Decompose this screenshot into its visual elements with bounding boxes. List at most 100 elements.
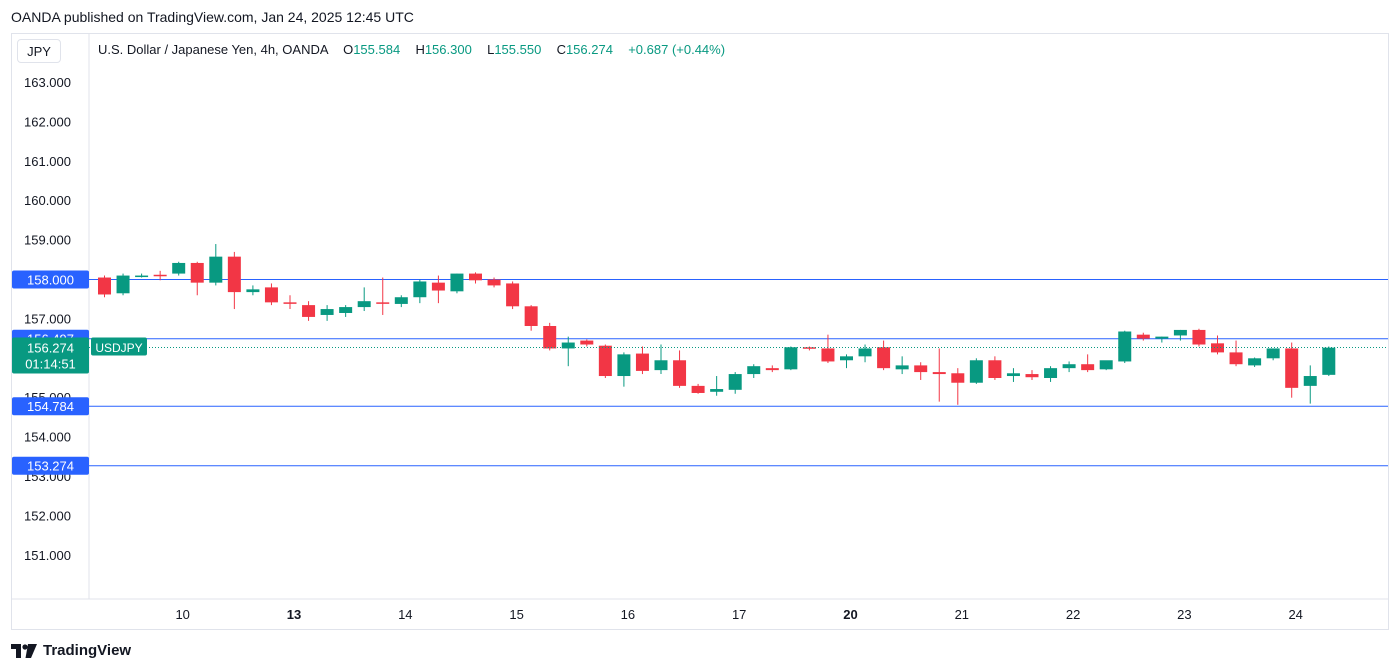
candle[interactable]	[487, 277, 501, 288]
candle[interactable]	[728, 372, 742, 394]
candle[interactable]	[394, 295, 408, 308]
candle[interactable]	[951, 368, 965, 405]
candle[interactable]	[302, 301, 316, 321]
high-label: H	[415, 42, 425, 57]
candle[interactable]	[320, 305, 334, 321]
candle[interactable]	[1285, 342, 1299, 398]
candle[interactable]	[1025, 370, 1039, 380]
candle[interactable]	[969, 358, 983, 384]
candle[interactable]	[877, 340, 891, 371]
candle[interactable]	[617, 352, 631, 387]
candle[interactable]	[784, 346, 798, 371]
candle[interactable]	[691, 383, 705, 394]
candle[interactable]	[1229, 340, 1243, 367]
candle[interactable]	[413, 279, 427, 304]
symbol-tag[interactable]: USDJPY	[91, 337, 147, 356]
candle[interactable]	[339, 305, 353, 317]
candle[interactable]	[227, 251, 241, 310]
candle[interactable]	[1081, 354, 1095, 373]
candle[interactable]	[246, 285, 260, 296]
candle[interactable]	[914, 362, 928, 380]
chart-panel[interactable]: 151.000152.000153.000154.000155.000156.0…	[11, 33, 1389, 630]
candle[interactable]	[1006, 368, 1020, 382]
candle-body	[895, 365, 909, 370]
level-price-label[interactable]: 153.274	[12, 456, 89, 475]
candle[interactable]	[673, 350, 687, 388]
level-price-label[interactable]: 154.784	[12, 397, 89, 416]
candle[interactable]	[1266, 348, 1280, 361]
candle[interactable]	[988, 356, 1002, 380]
candle[interactable]	[431, 275, 445, 304]
symbol-legend: U.S. Dollar / Japanese Yen, 4h, OANDA O1…	[98, 42, 725, 57]
candle-body	[784, 347, 798, 370]
candle[interactable]	[376, 277, 390, 315]
candle[interactable]	[1173, 329, 1187, 341]
time-tick-label: 16	[621, 607, 635, 622]
candle-body	[1062, 364, 1076, 369]
candle[interactable]	[1248, 357, 1262, 367]
candle-body	[1303, 376, 1317, 386]
candle[interactable]	[153, 270, 167, 281]
candle-body	[339, 307, 353, 313]
price-tick-label: 152.000	[24, 508, 71, 523]
level-price-label[interactable]: 158.000	[12, 270, 89, 289]
candle[interactable]	[283, 295, 297, 310]
candle[interactable]	[524, 305, 538, 331]
candle[interactable]	[1099, 360, 1113, 371]
candle[interactable]	[635, 346, 649, 375]
candle[interactable]	[135, 273, 149, 278]
candle-body	[506, 283, 520, 307]
candle[interactable]	[116, 273, 130, 296]
close-value: 156.274	[565, 42, 613, 57]
candle[interactable]	[190, 261, 204, 296]
candle[interactable]	[1118, 330, 1132, 364]
price-tick-label: 163.000	[24, 75, 71, 90]
candle[interactable]	[710, 376, 724, 396]
candle-body	[710, 389, 724, 392]
candle[interactable]	[932, 348, 946, 402]
candle[interactable]	[840, 354, 853, 369]
candle[interactable]	[561, 336, 575, 367]
candle-body	[877, 347, 891, 369]
candle[interactable]	[1062, 361, 1076, 373]
candle-body	[153, 274, 167, 277]
candle[interactable]	[580, 339, 594, 347]
candle[interactable]	[209, 244, 223, 286]
candle[interactable]	[1192, 328, 1206, 347]
candle[interactable]	[506, 281, 520, 310]
candle-body	[1173, 329, 1187, 336]
candle[interactable]	[821, 334, 835, 364]
candle[interactable]	[98, 275, 111, 298]
candle-body	[264, 287, 278, 303]
candle[interactable]	[858, 344, 872, 363]
candle[interactable]	[1155, 336, 1169, 343]
candle[interactable]	[1322, 346, 1336, 377]
candle[interactable]	[264, 283, 278, 306]
candle-body	[840, 356, 853, 361]
candle[interactable]	[598, 344, 612, 378]
time-tick-label: 20	[843, 607, 857, 622]
candle[interactable]	[765, 365, 779, 373]
price-ticks: 151.000152.000153.000154.000155.000156.0…	[24, 75, 71, 563]
candle[interactable]	[1044, 366, 1058, 382]
candle[interactable]	[747, 364, 761, 378]
time-tick-label: 21	[955, 607, 969, 622]
currency-axis-button[interactable]: JPY	[17, 39, 61, 63]
candle[interactable]	[895, 356, 909, 375]
candle[interactable]	[450, 273, 464, 294]
candle[interactable]	[1303, 365, 1317, 404]
candle[interactable]	[469, 272, 482, 284]
candle-body	[747, 366, 761, 375]
candle[interactable]	[172, 261, 186, 276]
candlestick-chart[interactable]: 151.000152.000153.000154.000155.000156.0…	[12, 34, 1388, 629]
candle[interactable]	[543, 322, 557, 351]
level-label-text: 158.000	[27, 273, 74, 288]
candle[interactable]	[1136, 332, 1150, 341]
candle[interactable]	[357, 287, 371, 312]
price-tick-label: 162.000	[24, 114, 71, 129]
candle[interactable]	[654, 344, 668, 375]
tradingview-logo[interactable]: TradingView	[11, 642, 131, 659]
candle-body	[227, 256, 241, 293]
